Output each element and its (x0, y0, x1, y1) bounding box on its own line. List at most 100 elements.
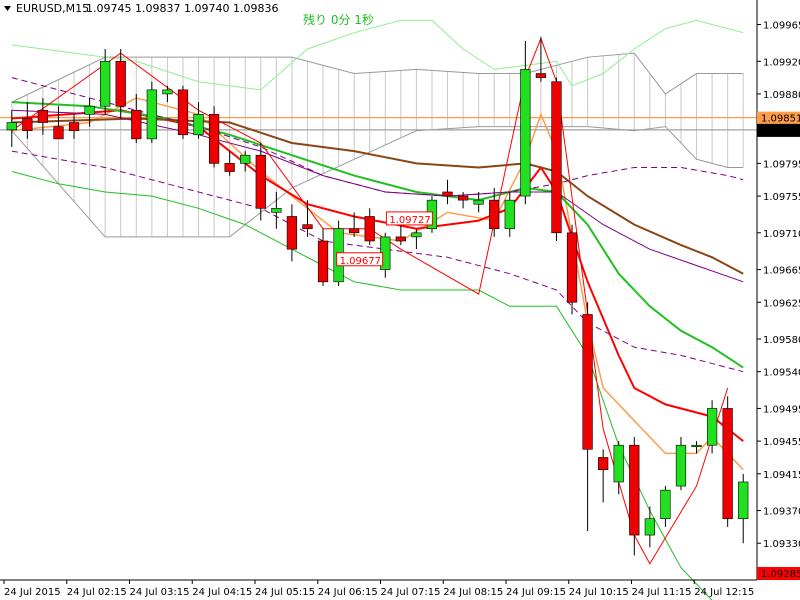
price-tick-label: 1.09880 (763, 90, 800, 101)
symbol-dropdown-icon[interactable] (4, 6, 11, 11)
candle (22, 102, 33, 139)
price-label-bg (757, 111, 800, 125)
price-label-text: 1.09836 (761, 126, 800, 137)
candle (131, 93, 142, 143)
chart-annotation-label: 1.09677 (340, 256, 381, 267)
candles (6, 36, 749, 556)
price-tick-label: 1.09455 (763, 437, 800, 448)
candle (504, 191, 515, 237)
candle-body (224, 163, 235, 172)
time-tick-label: 24 Jul 08:15 (443, 587, 503, 598)
candle (675, 437, 687, 491)
time-tick-label: 24 Jul 11:15 (632, 587, 692, 598)
candle (489, 187, 500, 237)
price-label-text: 1.09851 (761, 114, 800, 125)
annotations: 1.09727 1.09677 (336, 211, 433, 267)
candle-body (535, 73, 547, 78)
candle (115, 49, 126, 119)
price-label: 1.09836 (757, 123, 800, 137)
bar-timer: 残り 0分 1秒 (303, 13, 374, 27)
price-tick-label: 1.09920 (763, 57, 800, 68)
price-label-bg (757, 567, 800, 580)
price-tick-label: 1.09330 (763, 539, 800, 550)
candle (53, 106, 64, 140)
indicator-line (11, 36, 729, 565)
price-label-text: 1.09285 (761, 569, 800, 580)
candle (395, 224, 406, 246)
time-tick-label: 24 Jul 06:15 (318, 587, 378, 598)
price-tick-label: 1.09370 (763, 507, 800, 518)
candle-body (520, 69, 531, 197)
candle-body (473, 199, 484, 205)
candle-body (177, 89, 189, 136)
candle-body (660, 489, 671, 520)
candle-body (566, 232, 578, 303)
candle-body (193, 114, 204, 136)
candle-body (738, 481, 749, 520)
chart-annotation-label: 1.09727 (389, 215, 430, 226)
candle-body (364, 216, 375, 242)
candle-body (131, 109, 142, 140)
candle-body (53, 126, 64, 140)
candle (224, 151, 235, 176)
candle (411, 228, 422, 250)
candle (146, 81, 157, 143)
candle-body (691, 444, 702, 448)
candle-body (37, 109, 49, 123)
indicator-line (11, 19, 744, 91)
candle-body (644, 518, 655, 536)
indicator-line (11, 171, 713, 600)
candle-body (457, 195, 469, 201)
price-tick-label: 1.09625 (763, 298, 800, 309)
candle-body (84, 105, 95, 115)
candle (738, 473, 749, 544)
indicator-line (11, 97, 744, 471)
candle (100, 49, 111, 115)
chart-annotation: 1.09727 (385, 211, 433, 226)
candle-body (349, 228, 360, 234)
time-tick-label: 24 Jul 02:15 (67, 587, 127, 598)
candle (566, 224, 578, 315)
price-tick-label: 1.09495 (763, 404, 800, 415)
candle (162, 85, 173, 103)
candle-body (722, 408, 733, 520)
candle (271, 191, 282, 229)
chart-annotation-box (385, 211, 433, 226)
candle (644, 506, 655, 548)
candle-body (240, 154, 251, 164)
candle (691, 441, 702, 454)
time-tick-label: 24 Jul 03:15 (130, 587, 190, 598)
candle-body (551, 81, 562, 234)
candle-body (504, 199, 515, 230)
price-tick-label: 1.09665 (763, 266, 800, 277)
candle (535, 36, 547, 82)
candle-body (629, 444, 640, 536)
cloud-upper-edge (11, 52, 744, 103)
price-tick-label: 1.09755 (763, 192, 800, 203)
time-axis: 24 Jul 2015 24 Jul 02:15 24 Jul 03:15 24 Ju… (3, 580, 754, 598)
candle-body (22, 118, 33, 132)
candle (722, 396, 733, 527)
candle-body (271, 208, 282, 213)
time-tick-label: 24 Jul 04:15 (192, 587, 252, 598)
price-tick-label: 1.09415 (763, 470, 800, 481)
candle-body (598, 457, 609, 471)
cloud-lower-edge (11, 126, 744, 238)
candle-body (317, 240, 329, 283)
price-lines (0, 116, 757, 131)
time-tick-label: 24 Jul 09:15 (506, 587, 566, 598)
candle-body (6, 122, 17, 131)
candle (349, 212, 360, 237)
price-tick-label: 1.09795 (763, 159, 800, 170)
candle-body (613, 444, 624, 483)
time-tick-label: 24 Jul 07:15 (381, 587, 441, 598)
candle-body (489, 199, 500, 230)
chart-annotation: 1.09677 (336, 252, 384, 267)
candle (37, 98, 49, 135)
candle (177, 85, 189, 139)
candle-body (411, 232, 422, 238)
candle-body (302, 224, 313, 230)
candle-body (675, 444, 687, 487)
